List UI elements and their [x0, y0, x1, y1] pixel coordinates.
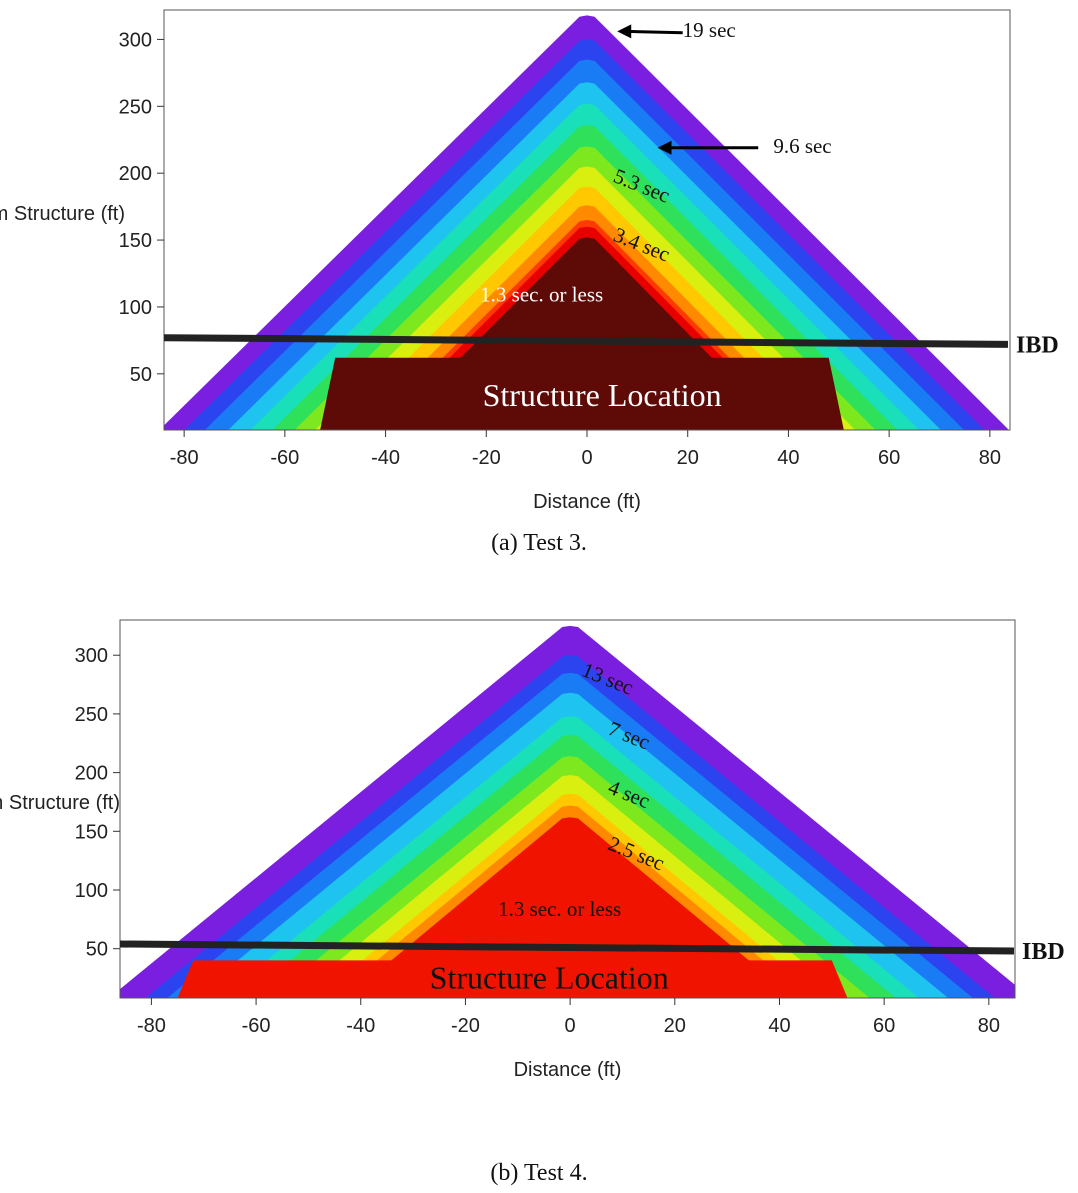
x-tick-label-5: 20	[664, 1015, 686, 1037]
y-axis-label: Distance from Structure (ft)	[0, 792, 120, 814]
ibd-line	[119, 940, 1015, 955]
core-time-label: 1.3 sec. or less	[480, 283, 603, 307]
structure-location-label: Structure Location	[430, 960, 669, 996]
ibd-label: IBD	[1022, 939, 1065, 965]
y-tick-label-2: 150	[119, 230, 152, 252]
y-tick-label-1: 100	[75, 880, 108, 902]
x-tick-label-5: 20	[677, 447, 699, 469]
x-tick-label-4: 0	[581, 447, 592, 469]
x-tick-label-7: 60	[873, 1015, 895, 1037]
structure-block	[320, 357, 844, 430]
x-tick-label-3: -20	[451, 1015, 480, 1037]
y-tick-label-0: 50	[130, 364, 152, 386]
y-tick-label-3: 200	[119, 163, 152, 185]
contour-label-0: 19 sec	[683, 18, 736, 42]
structure-location-label: Structure Location	[483, 377, 722, 413]
x-tick-label-0: -80	[170, 447, 199, 469]
ibd-line	[163, 334, 1009, 348]
caption-test-4: (b) Test 4.	[490, 1160, 588, 1186]
arrow-shaft-0	[627, 29, 683, 35]
x-tick-label-1: -60	[270, 447, 299, 469]
x-tick-label-8: 80	[978, 1015, 1000, 1037]
x-tick-label-6: 40	[768, 1015, 790, 1037]
arrow-head-3	[657, 140, 672, 155]
y-tick-label-4: 250	[75, 704, 108, 726]
plot-area	[164, 15, 1009, 430]
y-tick-label-1: 100	[119, 297, 152, 319]
core-time-label: 1.3 sec. or less	[498, 897, 621, 921]
y-tick-label-0: 50	[86, 939, 108, 961]
x-tick-label-2: -40	[371, 447, 400, 469]
ibd-label: IBD	[1016, 332, 1059, 358]
x-tick-label-3: -20	[472, 447, 501, 469]
x-tick-label-6: 40	[777, 447, 799, 469]
y-tick-label-5: 300	[75, 645, 108, 667]
y-tick-label-4: 250	[119, 96, 152, 118]
y-tick-label-2: 150	[75, 821, 108, 843]
y-tick-label-5: 300	[119, 29, 152, 51]
x-tick-label-4: 0	[565, 1015, 576, 1037]
y-tick-label-3: 200	[75, 763, 108, 785]
x-tick-label-2: -40	[346, 1015, 375, 1037]
contour-band-10	[346, 817, 795, 998]
x-tick-label-8: 80	[979, 447, 1001, 469]
contour-label-3: 9.6 sec	[773, 134, 831, 158]
y-axis-label: Distances from Structure (ft)	[0, 203, 125, 225]
structure-block	[177, 960, 848, 998]
x-axis-label: Distance (ft)	[514, 1059, 622, 1081]
x-tick-label-1: -60	[242, 1015, 271, 1037]
plot-frame	[119, 619, 1016, 999]
arrow-head-0	[617, 24, 632, 39]
chart-test-3: IBD Structure Location 1.3 sec. or less 19 …	[0, 9, 1059, 513]
x-tick-label-7: 60	[878, 447, 900, 469]
x-tick-label-0: -80	[137, 1015, 166, 1037]
caption-test-3: (a) Test 3.	[491, 530, 587, 556]
figure-test-4: IBD Structure Location 1.3 sec. or less 13 …	[0, 600, 1078, 1193]
x-axis-label: Distance (ft)	[533, 491, 641, 513]
figure-test-3: IBD Structure Location 1.3 sec. or less 19 …	[0, 0, 1078, 570]
